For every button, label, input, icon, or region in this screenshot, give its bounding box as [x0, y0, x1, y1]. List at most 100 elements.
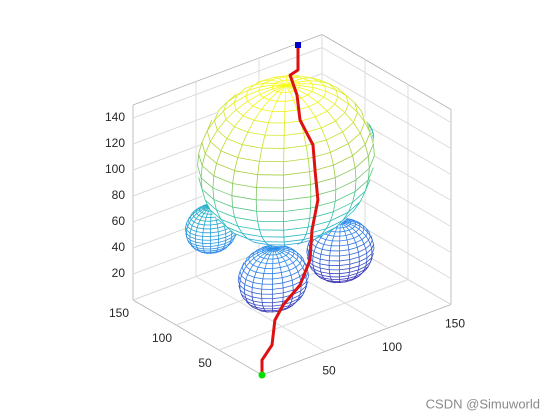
sphere-mesh-line — [285, 85, 291, 93]
sphere-mesh-line — [274, 75, 288, 78]
sphere-mesh-line — [238, 275, 241, 281]
sphere-mesh-line — [195, 215, 200, 219]
sphere-mesh-line — [343, 223, 345, 225]
sphere-mesh-line — [200, 177, 214, 189]
sphere-mesh-line — [347, 275, 356, 279]
sphere-mesh-line — [192, 245, 198, 249]
sphere-mesh-line — [335, 112, 346, 122]
sphere-mesh-line — [244, 84, 255, 89]
sphere-mesh-line — [310, 77, 318, 80]
sphere-mesh-line — [225, 119, 235, 128]
sphere-mesh-line — [347, 244, 350, 250]
sphere-mesh-line — [348, 223, 351, 226]
sphere-mesh-line — [254, 276, 263, 280]
sphere-mesh-line — [368, 239, 371, 245]
sphere-mesh-line — [286, 246, 289, 250]
sphere-mesh-line — [193, 221, 199, 225]
sphere-mesh-line — [306, 252, 309, 258]
sphere-mesh-line — [289, 91, 295, 101]
sphere-mesh-line — [272, 292, 284, 295]
axis-box-edge — [132, 34, 323, 106]
sphere-mesh-line — [349, 265, 360, 269]
sphere-mesh-line — [368, 235, 371, 241]
sphere-mesh-line — [245, 90, 259, 97]
sphere-mesh-line — [359, 226, 365, 230]
sphere-mesh-line — [237, 144, 243, 158]
sphere-mesh-line — [273, 247, 279, 250]
sphere-mesh-line — [320, 271, 330, 274]
sphere-mesh-line — [206, 208, 210, 212]
sphere-mesh-line — [264, 250, 270, 254]
sphere-mesh-line — [276, 253, 280, 255]
sphere-mesh-line — [303, 258, 306, 264]
sphere-mesh-line — [361, 111, 366, 123]
sphere-mesh-line — [324, 85, 337, 91]
sphere-mesh-line — [292, 259, 298, 264]
sphere-mesh-line — [192, 225, 198, 229]
sphere-mesh-line — [284, 120, 301, 124]
sphere-mesh-line — [282, 255, 287, 258]
sphere-mesh-line — [227, 243, 232, 247]
sphere-mesh-line — [274, 251, 277, 255]
sphere-mesh-line — [284, 239, 304, 243]
sphere-mesh-line — [351, 277, 357, 281]
sphere-mesh-line — [225, 109, 237, 120]
sphere-mesh-line — [276, 249, 278, 252]
sphere-mesh-line — [292, 262, 297, 268]
sphere-mesh-line — [353, 112, 358, 123]
sphere-mesh-line — [297, 242, 301, 245]
sphere-mesh-line — [276, 92, 282, 102]
sphere-mesh-line — [236, 88, 246, 96]
sphere-mesh-line — [248, 255, 251, 260]
sphere-mesh-line — [367, 168, 370, 180]
sphere-mesh-line — [282, 279, 293, 284]
sphere-mesh-line — [247, 120, 255, 133]
sphere-mesh-line — [291, 280, 294, 286]
sphere-mesh-line — [192, 213, 195, 217]
sphere-mesh-line — [225, 237, 232, 241]
sphere-mesh-line — [244, 293, 247, 299]
sphere-mesh-line — [216, 224, 219, 229]
sphere-mesh-line — [195, 231, 197, 236]
sphere-mesh-line — [272, 304, 283, 307]
sphere-mesh-line — [283, 249, 285, 252]
sphere-mesh-line — [206, 130, 211, 142]
sphere-mesh-line — [266, 258, 269, 264]
sphere-mesh-line — [293, 252, 299, 257]
sphere-mesh-line — [234, 216, 258, 222]
sphere-face — [197, 75, 375, 246]
sphere-mesh-line — [204, 200, 211, 211]
sphere-mesh-line — [370, 239, 373, 245]
sphere-mesh-line — [278, 76, 287, 79]
sphere-mesh-line — [359, 191, 366, 202]
sphere-mesh-line — [310, 189, 336, 198]
sphere-mesh-line — [204, 141, 211, 154]
axis-box-edge — [321, 34, 452, 110]
sphere-mesh-line — [252, 287, 262, 290]
sphere-mesh-line — [271, 86, 274, 90]
sphere-mesh-line — [239, 275, 242, 281]
sphere-mesh-line — [346, 239, 349, 245]
sphere-mesh-line — [339, 254, 350, 257]
sphere-mesh-line — [263, 90, 275, 98]
sphere-mesh-line — [245, 274, 248, 280]
sphere-mesh-line — [212, 188, 215, 200]
sphere-mesh-line — [193, 218, 197, 223]
sphere-mesh-line — [351, 233, 355, 239]
sphere-mesh-line — [254, 80, 264, 86]
sphere-mesh-line — [361, 239, 365, 245]
z-tick-label: 80 — [112, 188, 126, 202]
sphere-mesh-line — [195, 238, 203, 241]
sphere-mesh-line — [339, 272, 350, 275]
sphere-mesh-line — [307, 91, 313, 96]
sphere-mesh-line — [204, 213, 208, 215]
sphere-mesh-line — [193, 208, 198, 212]
sphere-mesh-line — [217, 129, 228, 139]
sphere-mesh-line — [242, 232, 262, 238]
sphere-mesh-line — [349, 222, 352, 225]
sphere-mesh-line — [365, 235, 369, 241]
sphere-mesh-line — [257, 161, 260, 175]
sphere-mesh-line — [320, 267, 330, 271]
sphere-mesh-line — [367, 143, 374, 157]
sphere-mesh-line — [342, 131, 349, 144]
